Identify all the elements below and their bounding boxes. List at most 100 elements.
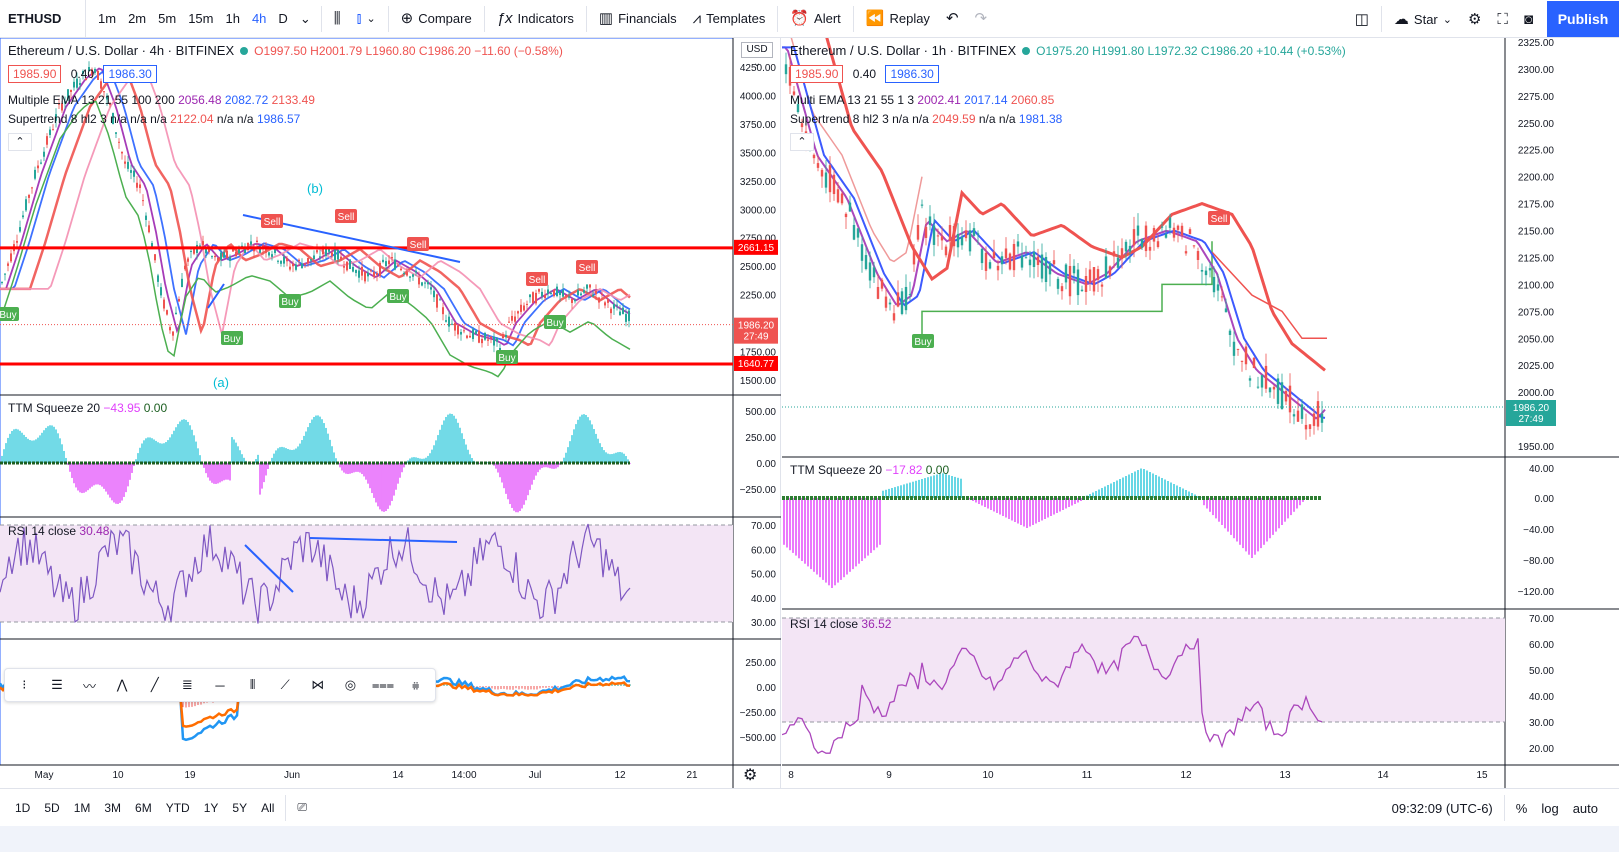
left-ask[interactable]: 1986.30 [103, 65, 157, 83]
range-1y[interactable]: 1Y [203, 800, 219, 815]
left-ema-legend[interactable]: Multiple EMA 13 21 55 100 200 2056.48 20… [8, 93, 315, 107]
price-axis-label: 2500.00 [740, 262, 777, 273]
rsi-axis-label: 70.00 [751, 521, 776, 532]
buy-marker-label: Buy [498, 353, 515, 364]
abcd-pattern-icon[interactable]: ⋀ [116, 677, 128, 692]
range-5y[interactable]: 5Y [232, 800, 248, 815]
bar-style-button[interactable]: ⫼ [326, 0, 349, 38]
clock[interactable]: 09:32:09 (UTC-6) [1391, 800, 1493, 816]
candle-body [301, 263, 303, 269]
fib-extension-icon[interactable]: ⩷ [411, 677, 420, 692]
left-ttm-legend[interactable]: TTM Squeeze 20 −43.95 0.00 [8, 401, 167, 415]
auto-toggle[interactable]: auto [1572, 800, 1598, 816]
currency-selector[interactable]: USD ⌄ [741, 42, 773, 69]
left-bid[interactable]: 1985.90 [8, 65, 62, 83]
right-chart-canvas[interactable]: 2325.00 2300.00 2275.00 2250.00 2225.00 2200.… [782, 38, 1619, 788]
spiral-icon[interactable]: ◎ [344, 677, 357, 692]
interval-4h[interactable]: 4h [251, 11, 267, 26]
candle-body [94, 68, 96, 73]
candle-style-button[interactable]: ⫾ ⌄ [349, 0, 384, 38]
vertical-lines-icon[interactable]: ⫴ [249, 677, 256, 692]
symbol-search[interactable]: ETHUSD [0, 0, 86, 38]
undo-button[interactable]: ↶ [938, 0, 967, 38]
interval-d[interactable]: D [278, 11, 288, 26]
candle-body [924, 226, 928, 238]
candle-body [322, 248, 324, 255]
range-5d[interactable]: 5D [44, 800, 60, 815]
macd-axis-label: −250.00 [740, 708, 777, 719]
candle-body [274, 247, 276, 253]
time-axis-label: 12 [614, 770, 626, 781]
templates-button[interactable]: ⩘ Templates [685, 0, 774, 38]
snapshot-button[interactable]: ◙ [1516, 0, 1541, 38]
interval-dropdown[interactable]: ⌄ [294, 0, 317, 38]
candle-body [46, 136, 48, 145]
candle-body [1196, 251, 1200, 260]
settings-button[interactable]: ⚙ [1460, 0, 1489, 38]
candle-body [589, 284, 591, 288]
candle-body [16, 241, 18, 243]
elliott-wave-icon[interactable]: 〰 [83, 678, 97, 694]
collapse-legend-button[interactable]: ⌃ [790, 133, 814, 151]
range-all[interactable]: All [261, 800, 275, 815]
fullscreen-button[interactable]: ⛶ [1489, 0, 1516, 38]
left-chart-canvas[interactable]: 4250.00 4000.00 3750.00 3500.00 3250.00 3000.… [0, 38, 781, 788]
candle-body [595, 290, 597, 295]
range-1d[interactable]: 1D [15, 800, 31, 815]
left-chart[interactable]: 4250.00 4000.00 3750.00 3500.00 3250.00 3000.… [0, 38, 781, 788]
candle-body [241, 245, 243, 247]
candle-body [1308, 424, 1312, 429]
layout-button[interactable]: ◫ [1347, 0, 1377, 38]
compare-button[interactable]: ⊕ Compare [393, 0, 480, 38]
candle-body [238, 249, 240, 254]
goto-date-button[interactable]: ⎚ [290, 800, 314, 815]
pattern-icon[interactable]: ⋈ [311, 677, 325, 692]
left-supertrend-legend[interactable]: Supertrend 8 hl2 3 n/a n/a n/a 2122.04 n… [8, 112, 300, 126]
countdown-label: 27:49 [1518, 414, 1543, 425]
right-supertrend-legend[interactable]: Supertrend 8 hl2 3 n/a n/a 2049.59 n/a n… [790, 112, 1062, 126]
collapse-legend-button[interactable]: ⌃ [8, 133, 32, 151]
interval-5m[interactable]: 5m [158, 11, 177, 26]
right-ttm-legend[interactable]: TTM Squeeze 20 −17.82 0.00 [790, 463, 949, 477]
right-bid[interactable]: 1985.90 [790, 65, 844, 83]
candle-body [1076, 269, 1080, 296]
range-1m[interactable]: 1M [73, 800, 91, 815]
interval-1h[interactable]: 1h [225, 11, 240, 26]
publish-button[interactable]: Publish [1547, 1, 1619, 37]
log-toggle[interactable]: log [1541, 800, 1559, 816]
fib-icon[interactable]: ≣ [181, 677, 193, 692]
range-3m[interactable]: 3M [104, 800, 122, 815]
right-ask[interactable]: 1986.30 [885, 65, 939, 83]
supertrend-label: Supertrend 8 hl2 3 [8, 112, 107, 126]
candle-body [988, 262, 992, 269]
indicators-button[interactable]: ƒx Indicators [489, 0, 582, 38]
ray-icon[interactable]: ⟋ [280, 677, 290, 692]
candle-body [469, 335, 471, 338]
right-ema-legend[interactable]: Multi EMA 13 21 55 1 3 2002.41 2017.14 2… [790, 93, 1054, 107]
financials-button[interactable]: ▥ Financials [591, 0, 685, 38]
percent-toggle[interactable]: % [1515, 800, 1528, 816]
right-chart[interactable]: 2325.00 2300.00 2275.00 2250.00 2225.00 2200.… [782, 38, 1619, 788]
time-axis-label: 10 [112, 770, 124, 781]
horizontal-line-icon[interactable]: ─ [215, 677, 225, 693]
replay-button[interactable]: ⏪ Replay [858, 0, 938, 38]
financials-label: Financials [618, 11, 677, 26]
chart-settings-button[interactable]: ⚙ [743, 765, 757, 785]
candle-body [202, 241, 204, 246]
interval-1m[interactable]: 1m [98, 11, 117, 26]
alert-button[interactable]: ⏰ Alert [782, 0, 848, 38]
range-ytd[interactable]: YTD [165, 800, 190, 815]
interval-15m[interactable]: 15m [188, 11, 214, 26]
redo-button[interactable]: ↷ [967, 0, 996, 38]
trend-line-icon[interactable]: ╱ [150, 677, 159, 692]
left-rsi-legend[interactable]: RSI 14 close 30.48 [8, 524, 109, 538]
range-6m[interactable]: 6M [135, 800, 152, 815]
channel-icon[interactable]: ⩶ [371, 677, 395, 692]
candle-body [109, 103, 111, 105]
star-button[interactable]: ☁ Star ⌄ [1386, 0, 1460, 38]
candle-body [454, 322, 456, 331]
handle-icon[interactable]: ⁝ [22, 677, 27, 692]
interval-2m[interactable]: 2m [128, 11, 147, 26]
right-rsi-legend[interactable]: RSI 14 close 36.52 [790, 617, 891, 631]
pitchfork-icon[interactable]: ☰ [51, 677, 63, 692]
